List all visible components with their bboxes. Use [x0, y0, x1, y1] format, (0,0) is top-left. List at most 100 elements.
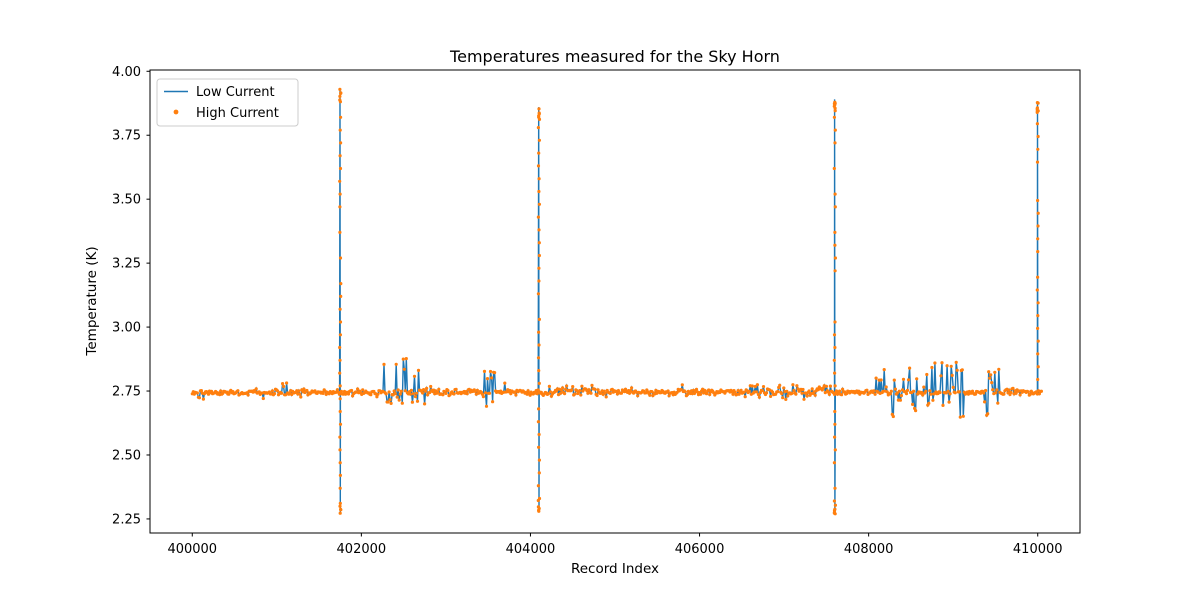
series-high-current-dot	[488, 369, 493, 374]
series-high-current-dot	[537, 241, 541, 245]
series-high-current-dot	[996, 401, 1000, 405]
series-high-current-dot	[394, 362, 398, 366]
series-high-current-dot	[361, 388, 365, 392]
series-high-current-dot	[761, 385, 766, 389]
series-high-current-dot	[790, 391, 794, 395]
series-high-current-dot	[195, 391, 199, 395]
series-high-current-dot	[408, 392, 412, 396]
series-high-current-dot	[957, 390, 961, 394]
series-high-current-dot	[246, 393, 250, 397]
series-high-current-dot	[338, 435, 342, 439]
series-high-current-dot	[792, 388, 796, 393]
series-high-current-dot	[547, 384, 552, 388]
series-high-current-dot	[338, 230, 342, 234]
y-tick-label: 3.75	[112, 129, 141, 144]
series-high-current-dot	[483, 391, 488, 395]
series-high-current-dot	[908, 366, 912, 370]
series-high-current-dot	[882, 368, 886, 372]
series-high-current-dot	[901, 377, 906, 381]
series-high-current-dot	[930, 365, 934, 370]
series-high-current-dot	[982, 391, 986, 395]
series-high-current-dot	[986, 412, 990, 416]
series-high-current-dot	[892, 378, 896, 382]
series-high-current-dot	[889, 389, 893, 393]
series-high-current-dot	[578, 389, 582, 393]
series-high-current-dot	[403, 389, 407, 393]
series-high-current-dot	[546, 392, 551, 396]
series-high-current-dot	[338, 504, 342, 508]
series-high-current-dot	[201, 397, 205, 401]
series-high-current-dot	[743, 395, 747, 399]
series-high-current-dot	[382, 362, 386, 366]
y-tick-label: 2.50	[112, 448, 141, 463]
series-high-current-dot	[1036, 134, 1040, 139]
series-high-current-dot	[491, 400, 495, 404]
series-high-current-dot	[906, 378, 911, 382]
series-high-current-dot	[199, 389, 203, 393]
series-high-current-dot	[482, 369, 487, 373]
series-high-current-dot	[338, 501, 342, 505]
series-high-current-dot	[535, 392, 539, 396]
series-high-current-dot	[338, 448, 342, 452]
series-high-current-dot	[376, 392, 380, 396]
series-high-current-dot	[481, 395, 485, 399]
series-high-current-dot	[485, 377, 490, 381]
series-high-current-dot	[475, 388, 479, 392]
series-high-current-dot	[920, 390, 924, 395]
series-high-current-dot	[356, 387, 360, 391]
series-high-current-dot	[667, 394, 671, 398]
series-high-current-dot	[608, 391, 612, 395]
series-high-current-dot	[452, 392, 456, 396]
series-high-current-dot	[1036, 314, 1040, 318]
series-high-current-dot	[911, 402, 915, 406]
series-high-current-dot	[444, 391, 448, 395]
series-high-current-dot	[666, 389, 670, 393]
series-high-current-dot	[764, 391, 769, 395]
series-layer	[190, 87, 1043, 516]
series-high-current-dot	[537, 114, 541, 118]
series-high-current-dot	[395, 395, 399, 399]
series-high-current-dot	[412, 374, 417, 378]
series-high-current-dot	[404, 357, 408, 361]
series-high-current-dot	[945, 364, 949, 368]
series-high-current-dot	[302, 387, 306, 391]
series-high-current-dot	[755, 383, 760, 387]
series-high-current-dot	[537, 228, 541, 232]
series-high-current-dot	[1035, 288, 1039, 292]
series-high-current-dot	[423, 402, 427, 406]
series-high-current-dot	[833, 422, 837, 426]
series-high-current-dot	[928, 389, 932, 393]
series-high-current-dot	[339, 507, 343, 511]
series-high-current-dot	[705, 392, 709, 396]
series-high-current-dot	[932, 392, 936, 396]
series-high-current-dot	[1007, 388, 1011, 392]
series-high-current-dot	[570, 388, 574, 392]
series-high-current-dot	[338, 473, 342, 477]
series-high-current-dot	[280, 391, 284, 395]
series-high-current-dot	[1002, 392, 1006, 396]
series-high-current-dot	[946, 389, 950, 393]
series-high-current-dot	[537, 202, 542, 206]
series-high-current-dot	[305, 388, 309, 393]
series-high-current-dot	[414, 391, 419, 395]
series-high-current-dot	[446, 388, 450, 393]
series-high-current-dot	[1036, 211, 1040, 215]
series-high-current-dot	[415, 399, 420, 403]
series-high-current-dot	[375, 395, 379, 399]
series-high-current-dot	[954, 360, 958, 364]
series-high-current-dot	[537, 317, 542, 321]
series-high-current-dot	[595, 393, 599, 398]
series-high-current-dot	[833, 384, 837, 388]
series-high-current-dot	[694, 387, 699, 391]
x-tick-label: 408000	[844, 542, 894, 557]
series-high-current-dot	[536, 420, 541, 424]
series-high-current-dot	[536, 484, 541, 488]
series-high-current-dot	[791, 383, 795, 387]
series-high-current-dot	[338, 397, 342, 401]
series-high-current-dot	[338, 486, 342, 490]
series-high-current-dot	[236, 389, 240, 393]
series-high-current-dot	[411, 392, 415, 396]
series-high-current-dot	[603, 391, 607, 395]
x-tick-label: 410000	[1013, 542, 1063, 557]
series-high-current-dot	[338, 511, 342, 515]
